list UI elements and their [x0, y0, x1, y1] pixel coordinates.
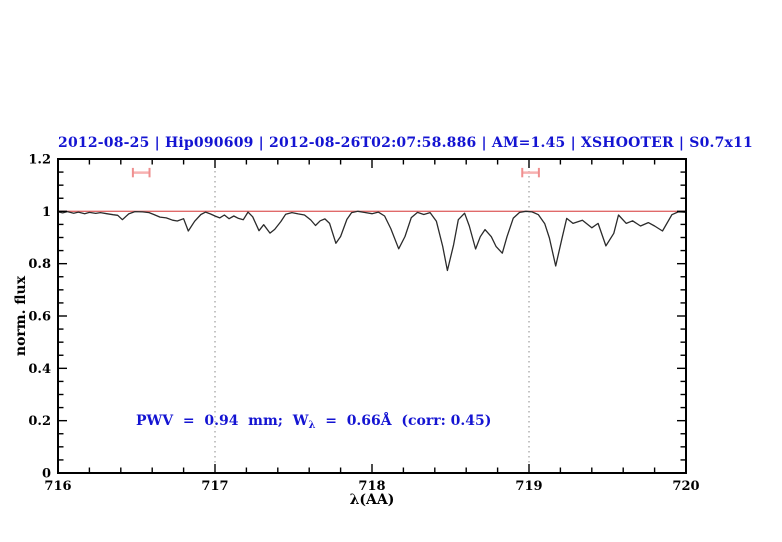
- lambda-subscript: λ: [308, 420, 316, 431]
- pwv-annotation-text-2: = 0.66Å (corr: 0.45): [315, 413, 492, 429]
- y-tick-label: 0.6: [28, 310, 51, 325]
- x-axis-label: λ(AA): [349, 492, 395, 508]
- x-tick-label: 720: [672, 479, 699, 494]
- x-tick-label: 718: [358, 479, 385, 494]
- axes-border: [57, 158, 687, 474]
- spectrum-line: [57, 210, 687, 272]
- y-tick-label: 1.2: [28, 153, 51, 168]
- x-tick-label: 719: [515, 479, 542, 494]
- x-tick-label: 717: [201, 479, 228, 494]
- x-tick-label: 716: [44, 479, 71, 494]
- pwv-annotation-text: PWV = 0.94 mm; W: [136, 413, 309, 429]
- y-tick-label: 0.4: [28, 362, 51, 377]
- y-tick-label: 0.2: [28, 414, 51, 429]
- y-axis-label: norm. flux: [13, 275, 29, 357]
- y-tick-label: 0.8: [28, 257, 51, 272]
- y-tick-label: 1: [42, 205, 51, 220]
- y-tick-label: 0: [42, 467, 51, 482]
- pwv-annotation: PWV = 0.94 mm; Wλ = 0.66Å (corr: 0.45): [136, 413, 491, 431]
